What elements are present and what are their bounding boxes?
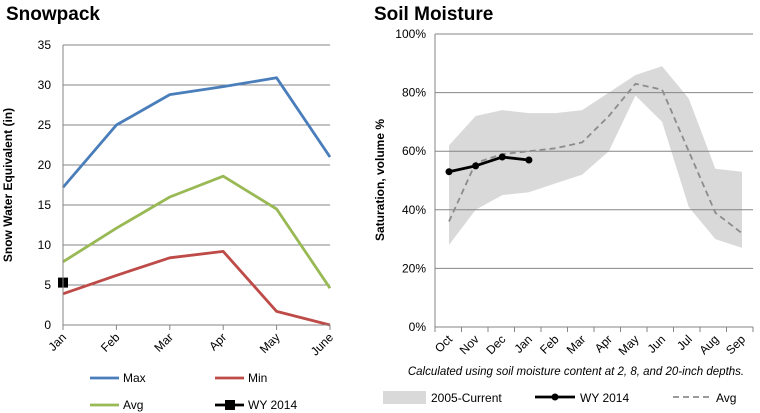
legend-label-wy-2014: WY 2014 — [248, 398, 297, 412]
series-line-wy-2014 — [448, 155, 530, 174]
x-tick-label: May — [616, 332, 642, 358]
snowpack-y-tick-labels: 0 5 10 15 20 25 30 35 — [38, 38, 52, 332]
legend-marker-wy-2014 — [551, 393, 559, 401]
series-point-wy-2014 — [472, 162, 480, 170]
x-tick-label: Jan — [46, 330, 70, 354]
x-tick-label: June — [308, 330, 337, 359]
snowpack-y-axis-label: Snow Water Equivalent (in) — [1, 108, 15, 262]
y-tick-label: 100% — [395, 27, 426, 41]
soil-moisture-x-tick-labels: Oct Nov Dec Jan Feb Mar Apr May Jun Jul Aug Sep — [432, 332, 748, 358]
y-tick-label: 0% — [409, 320, 427, 334]
y-tick-label: 60% — [402, 144, 426, 158]
soil-moisture-gridlines — [435, 33, 753, 269]
x-tick-label: Oct — [432, 332, 456, 356]
series-point-wy-2014 — [525, 156, 533, 164]
x-tick-label: May — [257, 330, 283, 356]
x-tick-label: Mar — [151, 330, 176, 355]
y-tick-label: 5 — [44, 278, 51, 292]
legend-swatch-2005-current — [383, 391, 426, 404]
soil-moisture-y-tick-labels: 0% 20% 40% 60% 80% 100% — [395, 27, 426, 334]
y-tick-label: 25 — [38, 118, 52, 132]
x-tick-label: Nov — [457, 332, 482, 357]
soil-moisture-chart: Soil Moisture 0% 20% 40% 60% 80% 100% Oct Nov D… — [373, 4, 754, 405]
legend-label-avg: Avg — [123, 398, 143, 412]
snowpack-series — [58, 76, 332, 327]
series-line-min — [62, 249, 331, 327]
y-tick-label: 35 — [38, 38, 52, 52]
x-tick-label: Apr — [206, 330, 229, 353]
x-tick-label: Aug — [696, 332, 721, 357]
snowpack-gridlines — [63, 44, 330, 286]
snowpack-title: Snowpack — [6, 4, 100, 25]
x-tick-label: Sep — [723, 332, 748, 357]
x-tick-label: Feb — [98, 330, 123, 355]
soil-moisture-axes — [434, 34, 754, 332]
y-tick-label: 40% — [402, 203, 426, 217]
snowpack-x-tick-labels: Jan Feb Mar Apr May June — [46, 330, 337, 359]
y-tick-label: 20% — [402, 261, 426, 275]
soil-moisture-y-axis-label: Saturation, volume % — [373, 119, 387, 241]
series-point-wy-2014 — [445, 168, 453, 176]
y-tick-label: 0 — [44, 318, 51, 332]
soil-moisture-title: Soil Moisture — [374, 4, 493, 25]
range-band-2005-current — [449, 66, 742, 248]
x-tick-label: Apr — [592, 332, 615, 355]
legend-marker-wy-2014 — [225, 400, 235, 410]
y-tick-label: 20 — [38, 158, 52, 172]
x-tick-label: Mar — [564, 332, 589, 357]
series-line-avg — [448, 82, 743, 234]
x-tick-label: Jul — [674, 332, 695, 353]
legend-label-avg: Avg — [716, 391, 736, 405]
y-tick-label: 80% — [402, 86, 426, 100]
soil-moisture-range-band — [449, 66, 742, 248]
y-tick-label: 10 — [38, 238, 52, 252]
x-tick-label: Jun — [645, 332, 669, 356]
snowpack-legend: Max Min Avg WY 2014 — [90, 371, 297, 412]
legend-label-min: Min — [248, 371, 267, 385]
snowpack-axes — [62, 45, 331, 330]
x-tick-label: Jan — [511, 332, 535, 356]
legend-label-wy-2014: WY 2014 — [580, 391, 629, 405]
series-point-wy-2014 — [498, 153, 506, 161]
legend-label-2005-current: 2005-Current — [431, 391, 502, 405]
series-line-max — [61, 76, 332, 189]
soil-moisture-legend: 2005-Current WY 2014 Avg — [383, 391, 736, 405]
x-tick-label: Feb — [537, 332, 562, 357]
x-tick-label: Dec — [483, 332, 508, 357]
series-line-avg — [62, 174, 332, 289]
y-tick-label: 15 — [38, 198, 52, 212]
legend-label-max: Max — [123, 371, 146, 385]
soil-moisture-series — [445, 82, 743, 234]
y-tick-label: 30 — [38, 78, 52, 92]
soil-moisture-annotation: Calculated using soil moisture content a… — [408, 366, 744, 378]
